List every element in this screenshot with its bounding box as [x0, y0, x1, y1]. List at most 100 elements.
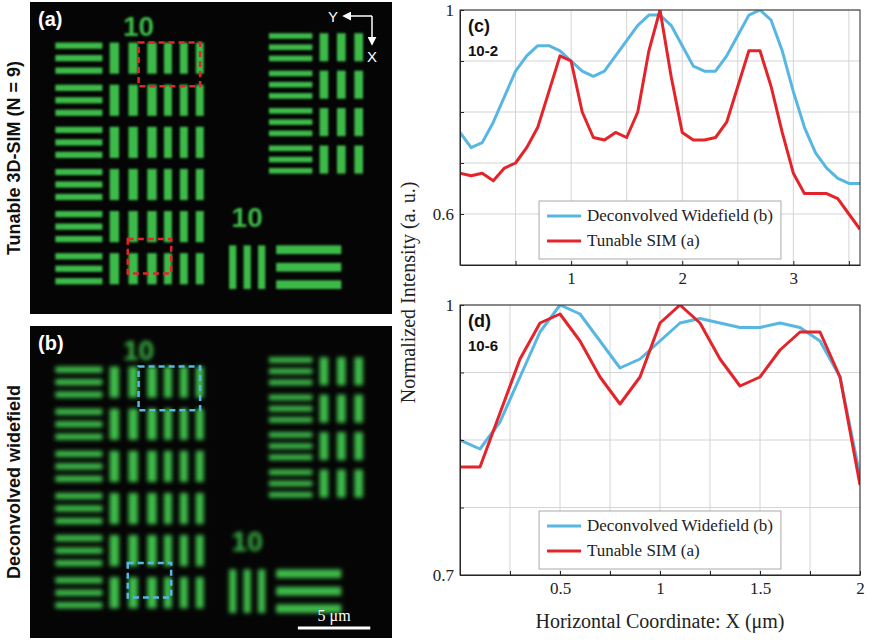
roi-box — [128, 239, 171, 273]
tick-mark — [610, 571, 611, 575]
y-axis-title: Normalized Intensity (a. u.) — [397, 182, 420, 404]
pattern-bar — [55, 434, 102, 440]
pattern-bar — [354, 432, 363, 460]
pattern-label: 10 — [232, 526, 263, 557]
legend-box — [539, 201, 781, 259]
grid-line — [460, 61, 860, 62]
axis-indicator: X — [367, 48, 377, 65]
pattern-bar — [196, 367, 204, 398]
pattern-bar — [55, 55, 102, 61]
pattern-bar — [55, 392, 102, 398]
pattern-bar — [196, 169, 204, 200]
pattern-bar — [229, 569, 236, 613]
pattern-bar — [55, 577, 102, 583]
pattern-bar — [269, 33, 312, 39]
grid-line — [793, 10, 794, 265]
pattern-bar — [147, 535, 156, 566]
axis-line — [461, 265, 861, 266]
pattern-bar — [164, 493, 172, 524]
pattern-bar — [196, 577, 204, 608]
tick-mark — [460, 163, 464, 164]
pattern-bar — [269, 44, 312, 50]
pattern-bar — [196, 211, 204, 242]
pattern-bar — [55, 211, 102, 217]
pattern-bar — [147, 85, 156, 116]
pattern-bar — [55, 560, 102, 566]
pattern-bar — [128, 211, 137, 242]
grid-line — [848, 10, 849, 265]
axis-arrow — [344, 15, 372, 17]
roi-box — [128, 563, 171, 597]
pattern-bar — [164, 367, 172, 398]
pattern-bar — [337, 395, 346, 423]
pattern-bar — [55, 68, 102, 74]
pattern-bar — [110, 43, 119, 74]
tick — [738, 261, 739, 265]
tick-mark — [571, 261, 572, 265]
pattern-bar — [164, 43, 172, 74]
tick-label: 2 — [856, 579, 865, 598]
lines — [460, 305, 860, 485]
tick-mark — [516, 261, 517, 265]
pattern-bar — [55, 266, 102, 272]
tick — [460, 440, 464, 441]
pattern-bar — [55, 379, 102, 385]
tick: 1 — [446, 1, 465, 20]
grid-line — [460, 440, 860, 441]
pattern-bar — [269, 368, 312, 374]
pattern-bar — [110, 409, 119, 440]
plot-frame — [460, 10, 860, 265]
pattern-bar — [196, 85, 204, 116]
plot-frame — [460, 305, 860, 575]
pattern-bar — [269, 82, 312, 88]
pattern-bar — [320, 357, 329, 385]
tick-mark — [460, 373, 464, 374]
scale-bar — [298, 627, 370, 630]
pattern-bar — [55, 518, 102, 524]
pattern-bar — [269, 406, 312, 412]
pattern-bar — [147, 409, 156, 440]
pattern-bar — [164, 127, 172, 158]
pattern-bar — [128, 367, 137, 398]
pattern-bar — [55, 278, 102, 284]
pattern-bar — [55, 169, 102, 175]
pattern-bar — [55, 493, 102, 499]
pattern-bar — [276, 587, 341, 596]
axis-line — [461, 575, 861, 576]
grid — [460, 10, 860, 265]
pattern-bar — [110, 127, 119, 158]
pattern-bar — [55, 548, 102, 554]
pattern-bar — [180, 409, 188, 440]
pattern-bar — [320, 395, 329, 423]
pattern-bar — [128, 43, 137, 74]
pattern-bar — [337, 432, 346, 460]
pattern-bar — [337, 470, 346, 498]
tick-label: 1.5 — [750, 579, 771, 598]
pattern-bar — [147, 43, 156, 74]
pattern-bar — [110, 451, 119, 482]
pattern-bar — [269, 168, 312, 174]
axis-line — [460, 11, 461, 266]
pattern-bar — [128, 409, 137, 440]
pattern-bar — [320, 470, 329, 498]
pattern-bar — [269, 492, 312, 498]
tick: 2 — [678, 261, 687, 288]
pattern-bar — [180, 367, 188, 398]
tick: 1 — [567, 261, 576, 288]
pattern-bar — [55, 253, 102, 259]
panel-label: (c) — [468, 16, 490, 36]
pattern-bar — [337, 357, 346, 385]
x-axis: 123 — [461, 261, 861, 288]
pattern-bar — [55, 224, 102, 230]
grid-line — [515, 10, 516, 265]
pattern-bar — [276, 263, 341, 272]
pattern-label: 10 — [123, 335, 154, 366]
tick-mark — [627, 261, 628, 265]
image-background — [30, 2, 392, 314]
tick-mark — [460, 61, 464, 62]
pattern-bar — [354, 357, 363, 385]
grid-line — [460, 372, 860, 373]
pattern-bar — [55, 152, 102, 158]
tick-label: 1 — [567, 269, 576, 288]
pattern-bar — [147, 367, 156, 398]
